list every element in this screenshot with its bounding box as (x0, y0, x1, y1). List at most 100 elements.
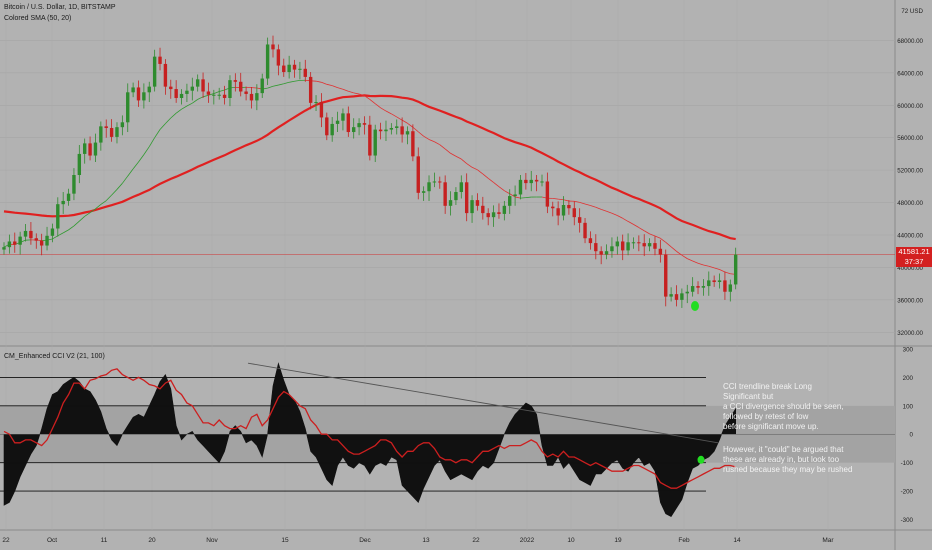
sma20-segment (79, 215, 85, 222)
sma20-segment (552, 197, 559, 200)
sma20-segment (665, 242, 672, 248)
sma20-segment (159, 123, 166, 130)
candle-body (615, 241, 620, 247)
candle-body (626, 242, 630, 251)
time-tick-label: 14 (733, 537, 741, 544)
cci-signal-line (3, 368, 736, 489)
candle-body (454, 192, 458, 201)
cci-tick-label: -200 (901, 489, 914, 496)
candle-body (233, 80, 238, 82)
candle-body (583, 222, 587, 239)
candle-body (104, 126, 108, 128)
sma20-segment (321, 81, 327, 85)
sma20-segment (337, 87, 344, 90)
sma20-segment (95, 204, 102, 210)
candle-body (717, 280, 722, 283)
sma20-segment (219, 89, 225, 92)
candle-body (56, 204, 60, 229)
price-tick-label: 36000.00 (897, 297, 923, 304)
candle-body (282, 65, 286, 73)
sma20-segment (471, 166, 478, 171)
candle-body (438, 181, 442, 183)
candle-body (131, 87, 135, 93)
sma20-segment (342, 88, 349, 92)
candle-body (341, 113, 345, 121)
sma20-segment (455, 155, 462, 160)
candle-body (346, 113, 351, 133)
price-tick-label: 64000.00 (897, 70, 923, 77)
candle-body (464, 182, 469, 214)
time-tick-label: 22 (472, 537, 480, 544)
candle-body (577, 217, 582, 223)
candle-body (77, 153, 82, 175)
sma20-segment (574, 200, 580, 203)
sma20-segment (213, 91, 220, 94)
time-tick-label: 20 (148, 537, 156, 544)
sma20-segment (401, 119, 408, 124)
sma20-segment (278, 83, 284, 86)
candle-body (545, 181, 550, 207)
candle-body (152, 56, 157, 87)
cci-tick-label: -300 (901, 517, 914, 524)
sma20-segment (601, 208, 607, 212)
candle-body (45, 235, 49, 246)
candle-body (212, 94, 216, 96)
sma20-segment (633, 224, 640, 228)
sma20-segment (57, 232, 64, 237)
candle-body (373, 129, 377, 156)
sma20-segment (208, 93, 214, 96)
candle-body (707, 280, 711, 287)
candle-body (647, 243, 652, 247)
sma20-segment (498, 186, 505, 192)
cci-tick-label: -100 (901, 460, 914, 467)
candle-body (395, 126, 399, 128)
sma20-segment (122, 175, 129, 184)
sma20-segment (724, 271, 731, 275)
candle-body (664, 254, 668, 297)
overlay-marks (247, 301, 719, 464)
candle-body (206, 91, 211, 95)
candle-body (239, 81, 243, 92)
sma20-segment (348, 90, 354, 94)
candle-body (513, 194, 517, 197)
annotation-line: Significant but (723, 392, 774, 401)
candle-body (674, 294, 679, 300)
time-tick-label: 22 (2, 537, 10, 544)
candle-body (126, 92, 130, 123)
sma50-path (3, 94, 736, 241)
candle-body (723, 280, 727, 292)
candle-body (502, 205, 507, 214)
sma20-segment (644, 230, 650, 235)
sma20-segment (272, 84, 279, 87)
candle-body (109, 127, 114, 137)
candle-body (2, 247, 6, 250)
candle-body (174, 89, 178, 98)
candle-body (201, 79, 205, 92)
candle-body (115, 127, 119, 137)
sma20-segment (428, 139, 435, 143)
price-tick-label: 72 USD (901, 8, 923, 15)
candle-body (685, 291, 689, 294)
sma20-segment (697, 262, 704, 266)
sma20-segment (708, 265, 715, 269)
candle-body (540, 181, 544, 183)
candle-body (405, 131, 410, 135)
sma20-segment (154, 129, 161, 138)
candle-body (567, 204, 571, 209)
annotation-line: before significant move up. (723, 422, 819, 431)
candles (2, 35, 738, 308)
candle-body (7, 241, 12, 248)
candle-body (34, 238, 38, 241)
candle-body (195, 79, 200, 87)
sma20-segment (289, 80, 295, 83)
sma20-segment (380, 107, 387, 112)
candle-body (481, 205, 485, 214)
sma20-segment (267, 85, 274, 89)
sma20-segment (617, 215, 623, 219)
candle-body (400, 126, 404, 135)
time-tick-label: 19 (614, 537, 622, 544)
sma20-segment (407, 122, 414, 128)
candle-body (88, 143, 92, 156)
sma20-segment (579, 202, 586, 205)
